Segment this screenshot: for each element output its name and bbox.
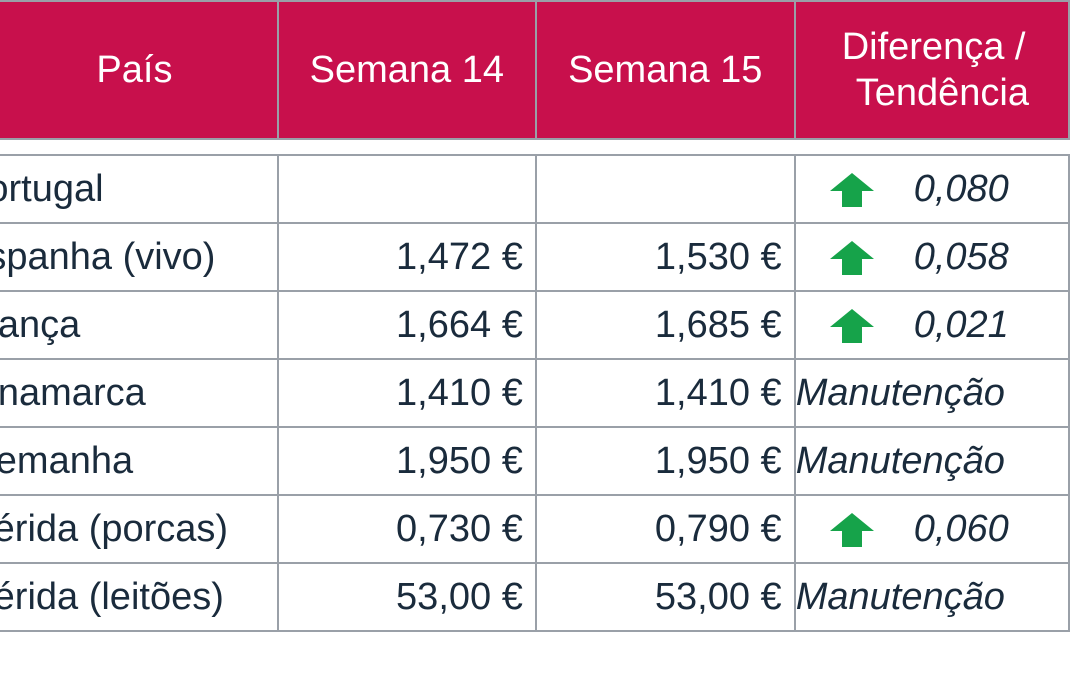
up-arrow-icon: [829, 309, 874, 344]
header-week14: Semana 14: [276, 0, 537, 140]
header-country: País: [0, 0, 279, 140]
cell-week14: [276, 154, 537, 224]
cell-diff: Manutenção: [793, 562, 1071, 632]
cell-week14: 53,00 €: [276, 562, 537, 632]
header-week15: Semana 15: [534, 0, 796, 140]
header-difference: Diferença / Tendência: [793, 0, 1071, 140]
cell-country: Espanha (vivo): [0, 222, 279, 292]
cell-country: Dinamarca: [0, 358, 279, 428]
diff-value: 0,021: [913, 303, 1009, 346]
table-row: Alemanha 1,950 € 1,950 € Manutenção: [0, 426, 1071, 496]
cell-diff: 0,058: [793, 222, 1071, 292]
cell-week14: 1,950 €: [276, 426, 537, 496]
diff-value: 0,060: [913, 507, 1009, 550]
table-row: Dinamarca 1,410 € 1,410 € Manutenção: [0, 358, 1071, 428]
cell-week15: [534, 154, 796, 224]
spacer-row: [0, 138, 1069, 156]
cell-week15: 53,00 €: [534, 562, 796, 632]
table-row: França 1,664 € 1,685 € 0,021: [0, 290, 1071, 360]
header-diff-line2: Tendência: [855, 72, 1029, 114]
diff-value: 0,058: [913, 235, 1009, 278]
cell-country: Mérida (leitões): [0, 562, 279, 632]
cell-week15: 1,530 €: [534, 222, 796, 292]
cell-week14: 1,410 €: [276, 358, 537, 428]
table-row: Portugal 0,080: [0, 154, 1071, 224]
table-row: Espanha (vivo) 1,472 € 1,530 € 0,058: [0, 222, 1071, 292]
up-arrow-icon: [829, 241, 874, 276]
table-row: Mérida (porcas) 0,730 € 0,790 € 0,060: [0, 494, 1071, 564]
up-arrow-icon: [829, 173, 874, 208]
cell-diff: 0,080: [793, 154, 1071, 224]
diff-value: 0,080: [913, 167, 1009, 210]
header-diff-line1: Diferença /: [841, 26, 1026, 68]
cell-diff: Manutenção: [793, 358, 1071, 428]
cell-diff: 0,060: [793, 494, 1071, 564]
cell-country: Alemanha: [0, 426, 279, 496]
cell-diff: Manutenção: [793, 426, 1071, 496]
header-row: País Semana 14 Semana 15 Diferença / Ten…: [0, 0, 1071, 140]
price-table: País Semana 14 Semana 15 Diferença / Ten…: [0, 0, 1071, 632]
up-arrow-icon: [829, 513, 874, 548]
cell-week15: 1,685 €: [534, 290, 796, 360]
cell-week15: 1,950 €: [534, 426, 796, 496]
cell-country: Portugal: [0, 154, 279, 224]
cell-week14: 1,472 €: [276, 222, 537, 292]
cell-week14: 1,664 €: [276, 290, 537, 360]
table-row: Mérida (leitões) 53,00 € 53,00 € Manuten…: [0, 562, 1071, 632]
cell-country: Mérida (porcas): [0, 494, 279, 564]
cell-week14: 0,730 €: [276, 494, 537, 564]
cell-country: França: [0, 290, 279, 360]
cell-week15: 1,410 €: [534, 358, 796, 428]
cell-diff: 0,021: [793, 290, 1071, 360]
cell-week15: 0,790 €: [534, 494, 796, 564]
